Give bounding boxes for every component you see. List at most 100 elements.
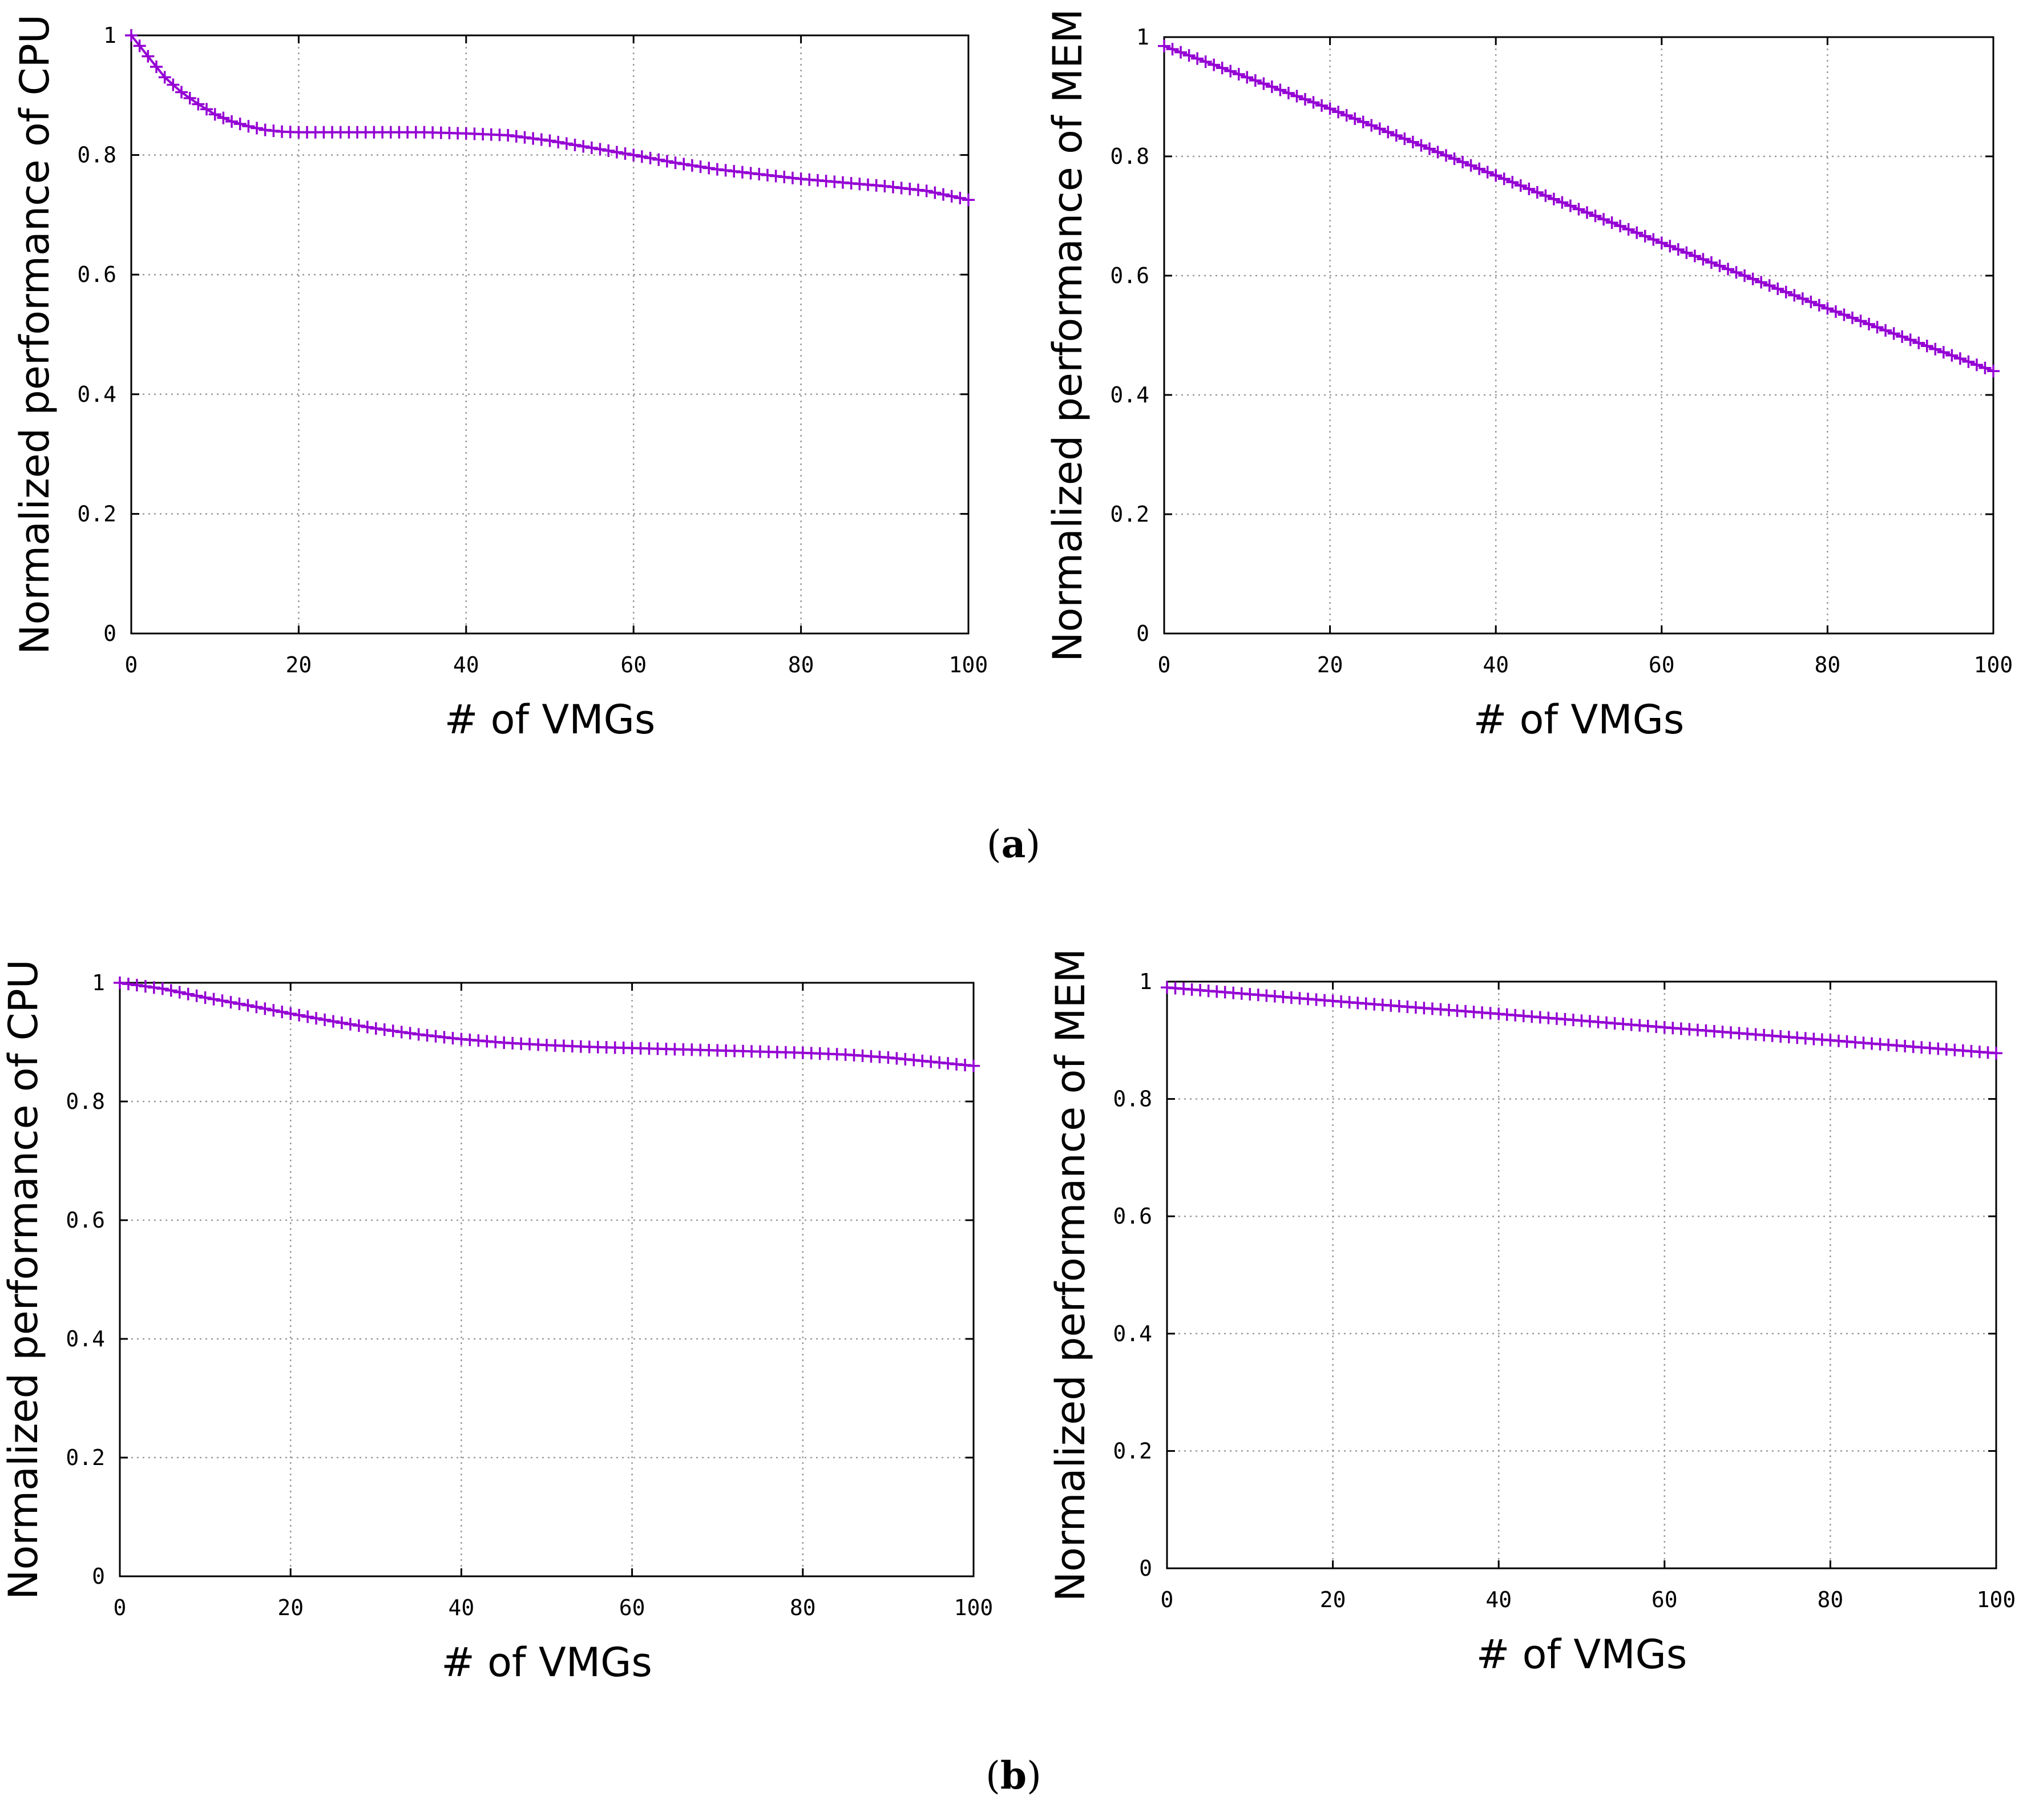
x-tick-label: 60 (1649, 652, 1675, 677)
y-tick-label: 0.6 (66, 1208, 105, 1233)
data-point (242, 120, 255, 133)
data-point (510, 130, 523, 143)
caption-a: (a) (987, 822, 1040, 866)
data-point (158, 71, 171, 84)
x-axis-title: # of VMGs (1473, 696, 1685, 743)
x-tick-label: 80 (790, 1595, 816, 1620)
data-point (1290, 90, 1303, 103)
data-point (1755, 276, 1768, 289)
data-point (1431, 146, 1444, 159)
data-point (156, 982, 169, 995)
x-tick-label: 80 (1818, 1587, 1844, 1612)
data-point (1423, 142, 1436, 155)
data-point (1821, 302, 1834, 315)
data-point (1332, 106, 1345, 119)
data-point (502, 129, 515, 142)
data-point (216, 994, 229, 1007)
data-point (1846, 311, 1859, 324)
data-point (250, 1000, 263, 1014)
data-point (1763, 279, 1776, 292)
data-point (1804, 295, 1818, 308)
data-point (1605, 216, 1618, 229)
data-point (1953, 352, 1967, 365)
data-point (1174, 46, 1188, 59)
data-point (259, 1002, 272, 1015)
data-point (241, 999, 255, 1012)
data-point (1589, 209, 1602, 223)
data-point (150, 60, 163, 74)
data-point (568, 138, 582, 151)
series-cpu (125, 29, 975, 207)
data-point (1838, 308, 1851, 321)
data-point (552, 135, 565, 148)
data-point (139, 980, 152, 993)
y-tick-label: 0.6 (1113, 1204, 1152, 1229)
data-point (1464, 159, 1477, 172)
data-point (1282, 86, 1295, 99)
chart-bottom-right: 0 20 40 60 80 100 0 0.2 0.4 0.6 0.8 1 # of VMGs Norma… (1047, 949, 2016, 1678)
data-point (142, 50, 155, 63)
data-point (1415, 139, 1428, 152)
y-tick-label: 0.4 (77, 382, 116, 407)
data-point (1812, 298, 1826, 312)
y-tick-label: 0.8 (1110, 144, 1149, 169)
y-tick-label: 0.2 (66, 1445, 105, 1470)
data-point (208, 108, 221, 121)
data-point (1539, 189, 1552, 202)
data-point (1680, 246, 1693, 259)
data-point (267, 1004, 280, 1017)
data-point (1224, 64, 1237, 78)
x-axis-title: # of VMGs (441, 1639, 652, 1686)
data-point (225, 115, 239, 128)
data-point (1506, 176, 1519, 189)
y-tick-label: 0 (103, 621, 116, 646)
data-point (1481, 166, 1494, 179)
data-point (928, 186, 942, 199)
x-tick-label: 20 (286, 652, 312, 677)
y-axis-title: Normalized performance of MEM (1044, 9, 1091, 662)
data-point (1697, 253, 1710, 266)
data-point (276, 1006, 289, 1019)
data-point (200, 103, 213, 116)
data-point (1274, 83, 1287, 96)
y-tick-label: 0.4 (1113, 1321, 1152, 1346)
y-tick-label: 1 (103, 23, 116, 48)
data-point (1614, 220, 1627, 233)
series-mem (1158, 39, 2000, 378)
data-point (1788, 289, 1801, 302)
series-cpu (114, 976, 980, 1072)
y-tick-label: 0.2 (1113, 1438, 1152, 1463)
data-point (386, 1024, 399, 1038)
y-tick-label: 0 (1136, 621, 1149, 646)
data-point (1448, 152, 1461, 166)
data-point (1671, 243, 1685, 256)
data-point (1796, 292, 1809, 305)
x-tick-label: 0 (1158, 652, 1171, 677)
data-point (920, 184, 933, 197)
x-tick-label: 40 (453, 652, 479, 677)
data-point (327, 1015, 340, 1028)
data-point (378, 1023, 391, 1036)
x-tick-label: 40 (1483, 652, 1509, 677)
x-tick-label: 20 (277, 1595, 304, 1620)
data-point (1556, 196, 1569, 209)
data-point (1597, 213, 1610, 226)
data-point (1315, 99, 1329, 112)
x-tick-label: 80 (788, 652, 814, 677)
data-point (1514, 179, 1527, 192)
data-point (954, 192, 967, 205)
data-point (619, 147, 632, 160)
data-point (233, 997, 246, 1010)
data-point (1688, 249, 1701, 263)
x-tick-label: 100 (954, 1595, 994, 1620)
data-point (1829, 305, 1842, 318)
data-point (167, 78, 180, 91)
data-point (114, 976, 126, 989)
data-point (962, 193, 975, 207)
data-point (694, 160, 707, 173)
data-point (293, 1008, 306, 1022)
chart-top-left: 0 20 40 60 80 100 0 0.2 0.4 0.6 0.8 1 # of VMGs Norma… (11, 14, 988, 743)
data-point (207, 992, 220, 1006)
